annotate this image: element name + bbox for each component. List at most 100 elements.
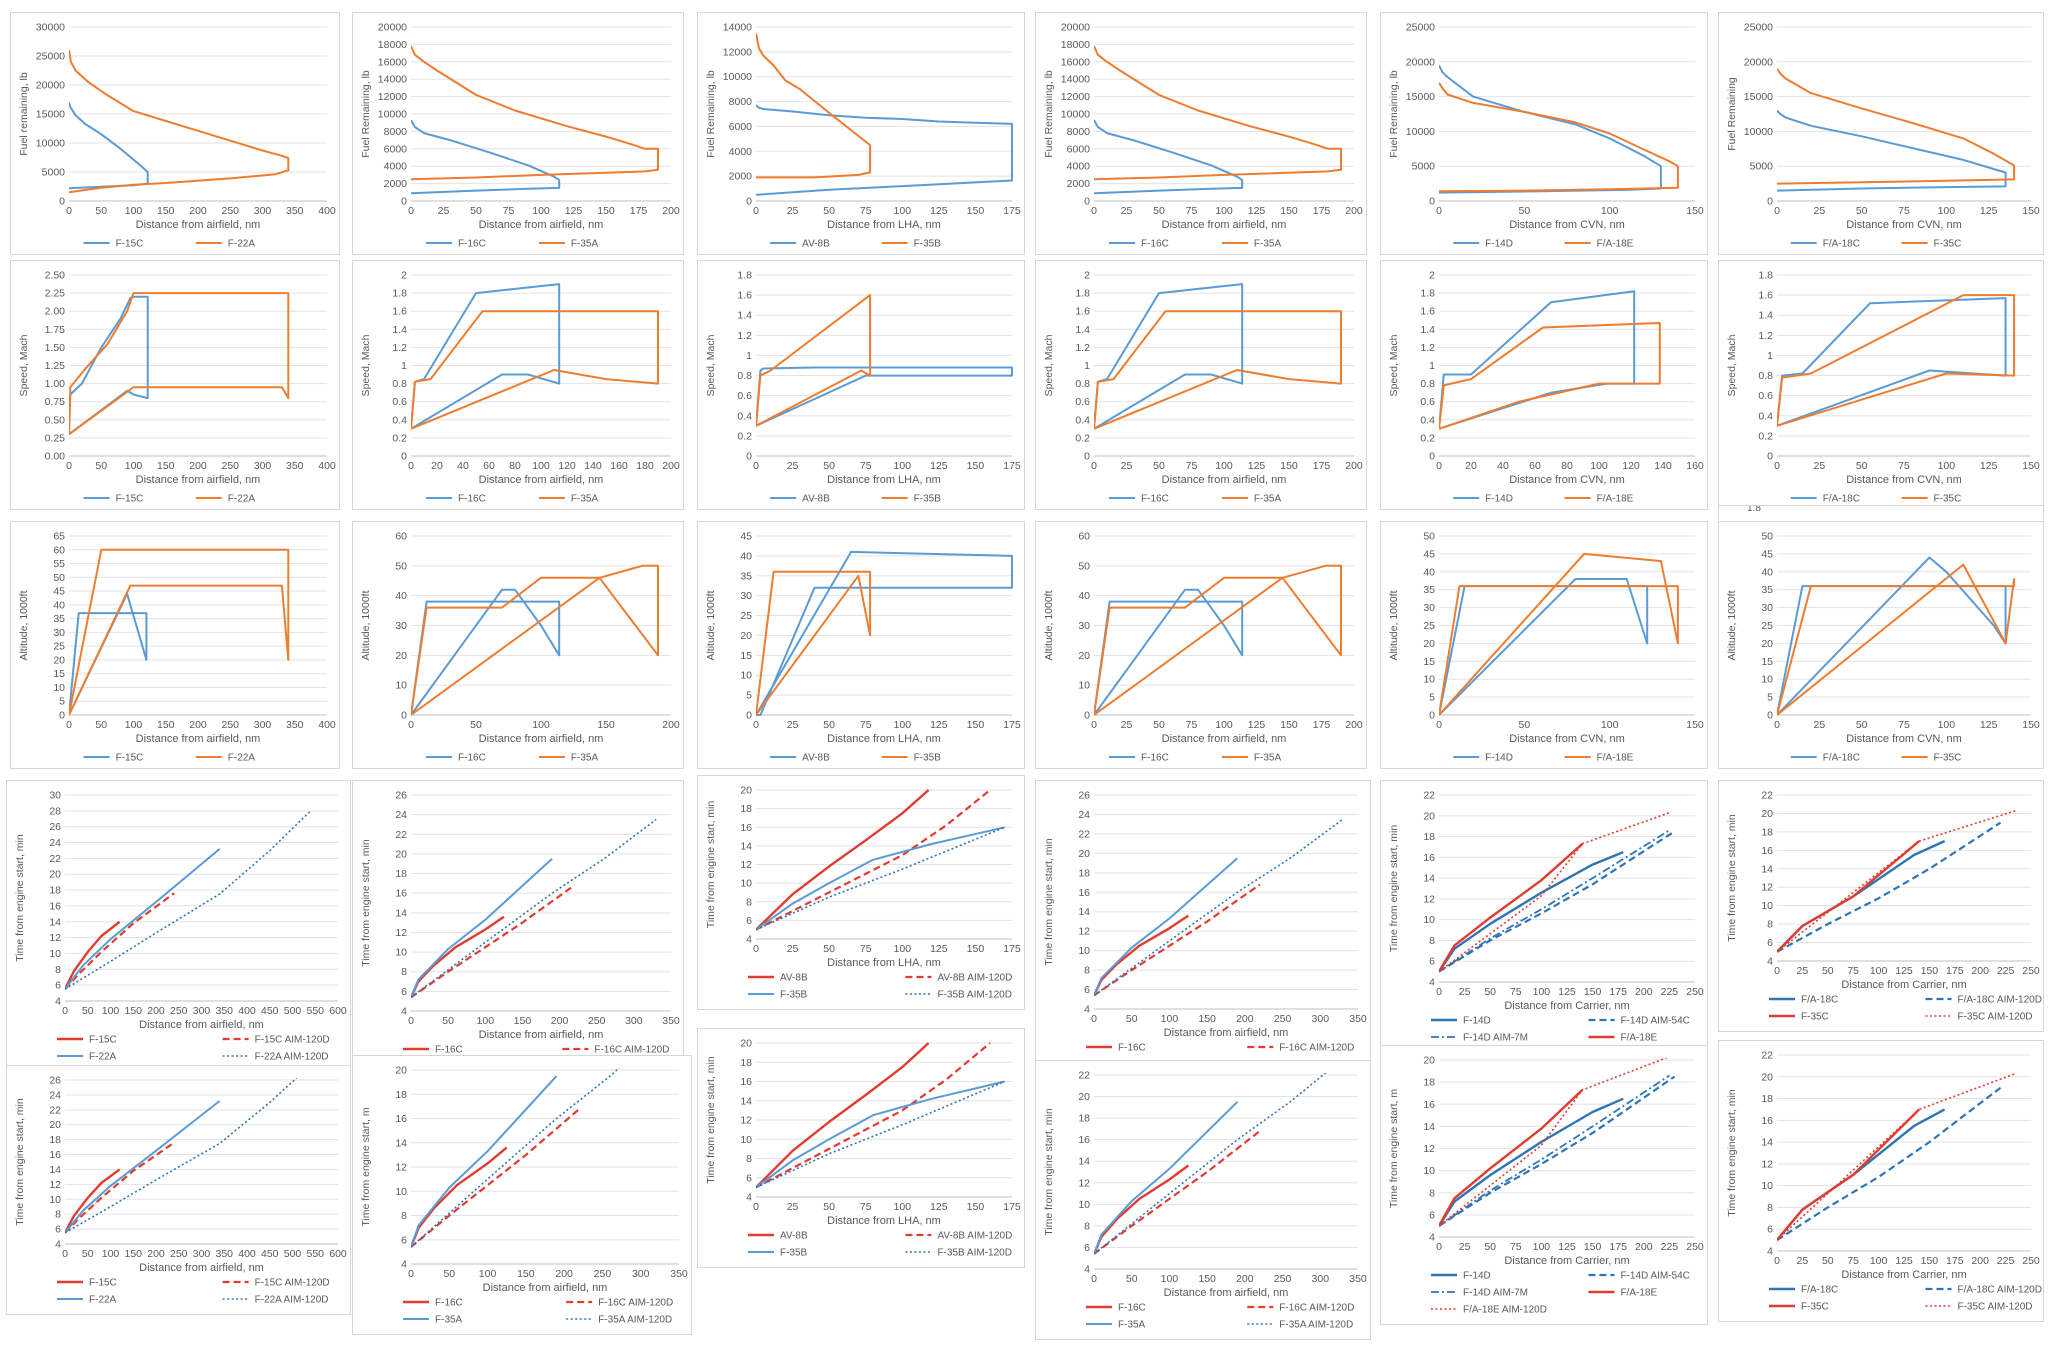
x-tick-label: 25 — [787, 460, 799, 472]
y-tick-label: 10 — [1761, 900, 1773, 912]
legend-label: F-15C — [116, 239, 144, 250]
chart-svg-r4c4: 4 6 8 10 12 14 16 18 20 22 24 26 0 50 100 150 200 250 300 3… — [1043, 790, 1367, 1071]
y-tick-label: 16 — [49, 900, 61, 912]
x-tick-label: 150 — [2022, 719, 2040, 731]
x-tick-label: 200 — [147, 1248, 165, 1260]
x-axis-title: Distance from airfield, nm — [1162, 733, 1287, 745]
x-tick-label: 100 — [532, 205, 550, 217]
y-tick-label: 0 — [1767, 451, 1773, 463]
y-tick-label: 0.6 — [1758, 390, 1773, 402]
y-tick-label: 1.2 — [392, 342, 407, 354]
x-tick-label: 100 — [894, 1201, 912, 1213]
x-tick-label: 125 — [1980, 205, 1998, 217]
legend-label: F-22A — [228, 239, 256, 250]
chart-panel-r1c4: 0 2000 4000 6000 8000 10000 12000 14000 16000 180… — [1035, 12, 1367, 255]
legend-label: F-15C AIM-120D — [255, 1035, 330, 1046]
y-tick-label: 12000 — [378, 91, 407, 103]
legend-label: F/A-18E — [1597, 239, 1634, 250]
x-tick-label: 75 — [1847, 1255, 1859, 1267]
y-tick-label: 18 — [740, 803, 752, 815]
legend-label: F-22A AIM-120D — [255, 1295, 329, 1306]
series-line-f-35c — [1777, 840, 1920, 953]
legend-label: F-35A — [435, 1315, 463, 1326]
series-line-f-15c — [65, 920, 121, 990]
legend-label: F-35B — [780, 1248, 808, 1259]
x-tick-label: 600 — [329, 1005, 347, 1017]
x-tick-label: 300 — [193, 1005, 211, 1017]
y-tick-label: 5000 — [42, 167, 66, 179]
y-tick-label: 1 — [1767, 350, 1773, 362]
y-tick-label: 6 — [1767, 937, 1773, 949]
gridlines — [1439, 535, 1695, 716]
x-tick-label: 250 — [221, 460, 239, 472]
x-tick-label: 100 — [532, 719, 550, 731]
y-tick-label: 12 — [1078, 926, 1090, 938]
gridlines — [1777, 794, 2031, 962]
y-axis-title: Time from engine start, min — [1043, 1108, 1055, 1236]
y-tick-label: 16 — [49, 1149, 61, 1161]
y-tick-label: 40 — [395, 590, 407, 602]
series-line-f-35c — [1777, 294, 2016, 427]
x-tick-label: 150 — [1921, 1255, 1939, 1267]
y-tick-label: 8 — [1084, 1220, 1090, 1232]
series-line-f-a-18e — [1439, 322, 1661, 430]
x-axis-title: Distance from LHA, nm — [827, 957, 941, 969]
y-tick-label: 35 — [1423, 584, 1435, 596]
gridlines — [1094, 274, 1354, 457]
y-tick-label: 1.6 — [1758, 290, 1773, 302]
x-tick-label: 150 — [517, 1268, 535, 1280]
y-tick-label: 60 — [53, 544, 65, 556]
x-tick-label: 100 — [1601, 205, 1619, 217]
legend-label: F-35C — [1934, 239, 1962, 250]
x-tick-label: 50 — [470, 719, 482, 731]
chart-svg-r2c4: 0 0.2 0.4 0.6 0.8 1 1.2 1.4 1.6 1.8 2 0 25 50 75 100 125… — [1043, 270, 1363, 505]
y-axis-title: Time from engine start, min — [705, 1056, 717, 1184]
x-tick-label: 175 — [1609, 1241, 1627, 1253]
x-tick-label: 225 — [1661, 986, 1679, 998]
chart-panel-r2c6: 0 0.2 0.4 0.6 0.8 1 1.2 1.4 1.6 1.8 0 25 50 75 100 125 1… — [1718, 260, 2044, 510]
x-tick-label: 175 — [1313, 460, 1331, 472]
x-tick-label: 100 — [1215, 205, 1233, 217]
y-axis-title: Time from engine start, min — [1726, 814, 1738, 942]
chart-svg-r3c5: 0 5 10 15 20 25 30 35 40 45 50 0 50 100 150 Distance fr… — [1388, 531, 1704, 764]
x-tick-label: 150 — [124, 1248, 142, 1260]
x-tick-label: 150 — [1198, 1273, 1216, 1285]
y-tick-label: 4 — [1429, 977, 1435, 989]
x-axis-title: Distance from Carrier, nm — [1841, 1269, 1966, 1281]
x-tick-label: 50 — [1153, 719, 1165, 731]
y-tick-label: 25 — [740, 610, 752, 622]
y-tick-label: 18 — [395, 868, 407, 880]
x-tick-label: 0 — [62, 1248, 68, 1260]
y-tick-label: 25000 — [1406, 22, 1435, 34]
legend-label: F-14D — [1463, 1271, 1491, 1282]
y-tick-label: 0 — [746, 196, 752, 208]
x-tick-label: 300 — [254, 205, 272, 217]
chart-svg-r3c4: 0 10 20 30 40 50 60 0 25 50 75 100 125 150 175 200 Dista… — [1043, 531, 1363, 764]
y-tick-label: 0 — [59, 196, 65, 208]
x-tick-label: 150 — [1280, 205, 1298, 217]
x-tick-label: 25 — [1813, 460, 1825, 472]
x-tick-label: 160 — [1686, 460, 1704, 472]
series-line-f-22a — [69, 548, 290, 716]
chart-panel-r1c3: 0 2000 4000 6000 8000 10000 12000 14000 0 25 50 75 1… — [697, 12, 1025, 255]
y-tick-label: 4 — [1767, 1246, 1773, 1258]
y-tick-label: 14 — [1761, 863, 1773, 875]
y-tick-label: 6 — [1084, 984, 1090, 996]
legend-label: F-15C — [116, 494, 144, 505]
x-tick-label: 250 — [1686, 1241, 1704, 1253]
y-tick-label: 10 — [1423, 914, 1435, 926]
y-tick-label: 16 — [740, 1076, 752, 1088]
legend-label: F-35B AIM-120D — [937, 990, 1011, 1001]
chart-panel-r4c6: 4 6 8 10 12 14 16 18 20 22 0 25 50 75 100 125 150 175 200 2… — [1718, 780, 2044, 1032]
y-tick-label: 20000 — [36, 80, 65, 92]
legend-label: F-22A — [228, 494, 256, 505]
x-tick-label: 350 — [670, 1268, 688, 1280]
x-tick-label: 100 — [125, 460, 143, 472]
y-tick-label: 0 — [1084, 710, 1090, 722]
y-tick-label: 15000 — [1406, 91, 1435, 103]
chart-panel-r3c4: 0 10 20 30 40 50 60 0 25 50 75 100 125 150 175 200 Dista… — [1035, 521, 1367, 769]
x-tick-label: 50 — [823, 943, 835, 955]
y-tick-label: 20 — [1761, 1071, 1773, 1083]
gridlines — [411, 1069, 679, 1265]
x-tick-label: 50 — [1822, 965, 1834, 977]
